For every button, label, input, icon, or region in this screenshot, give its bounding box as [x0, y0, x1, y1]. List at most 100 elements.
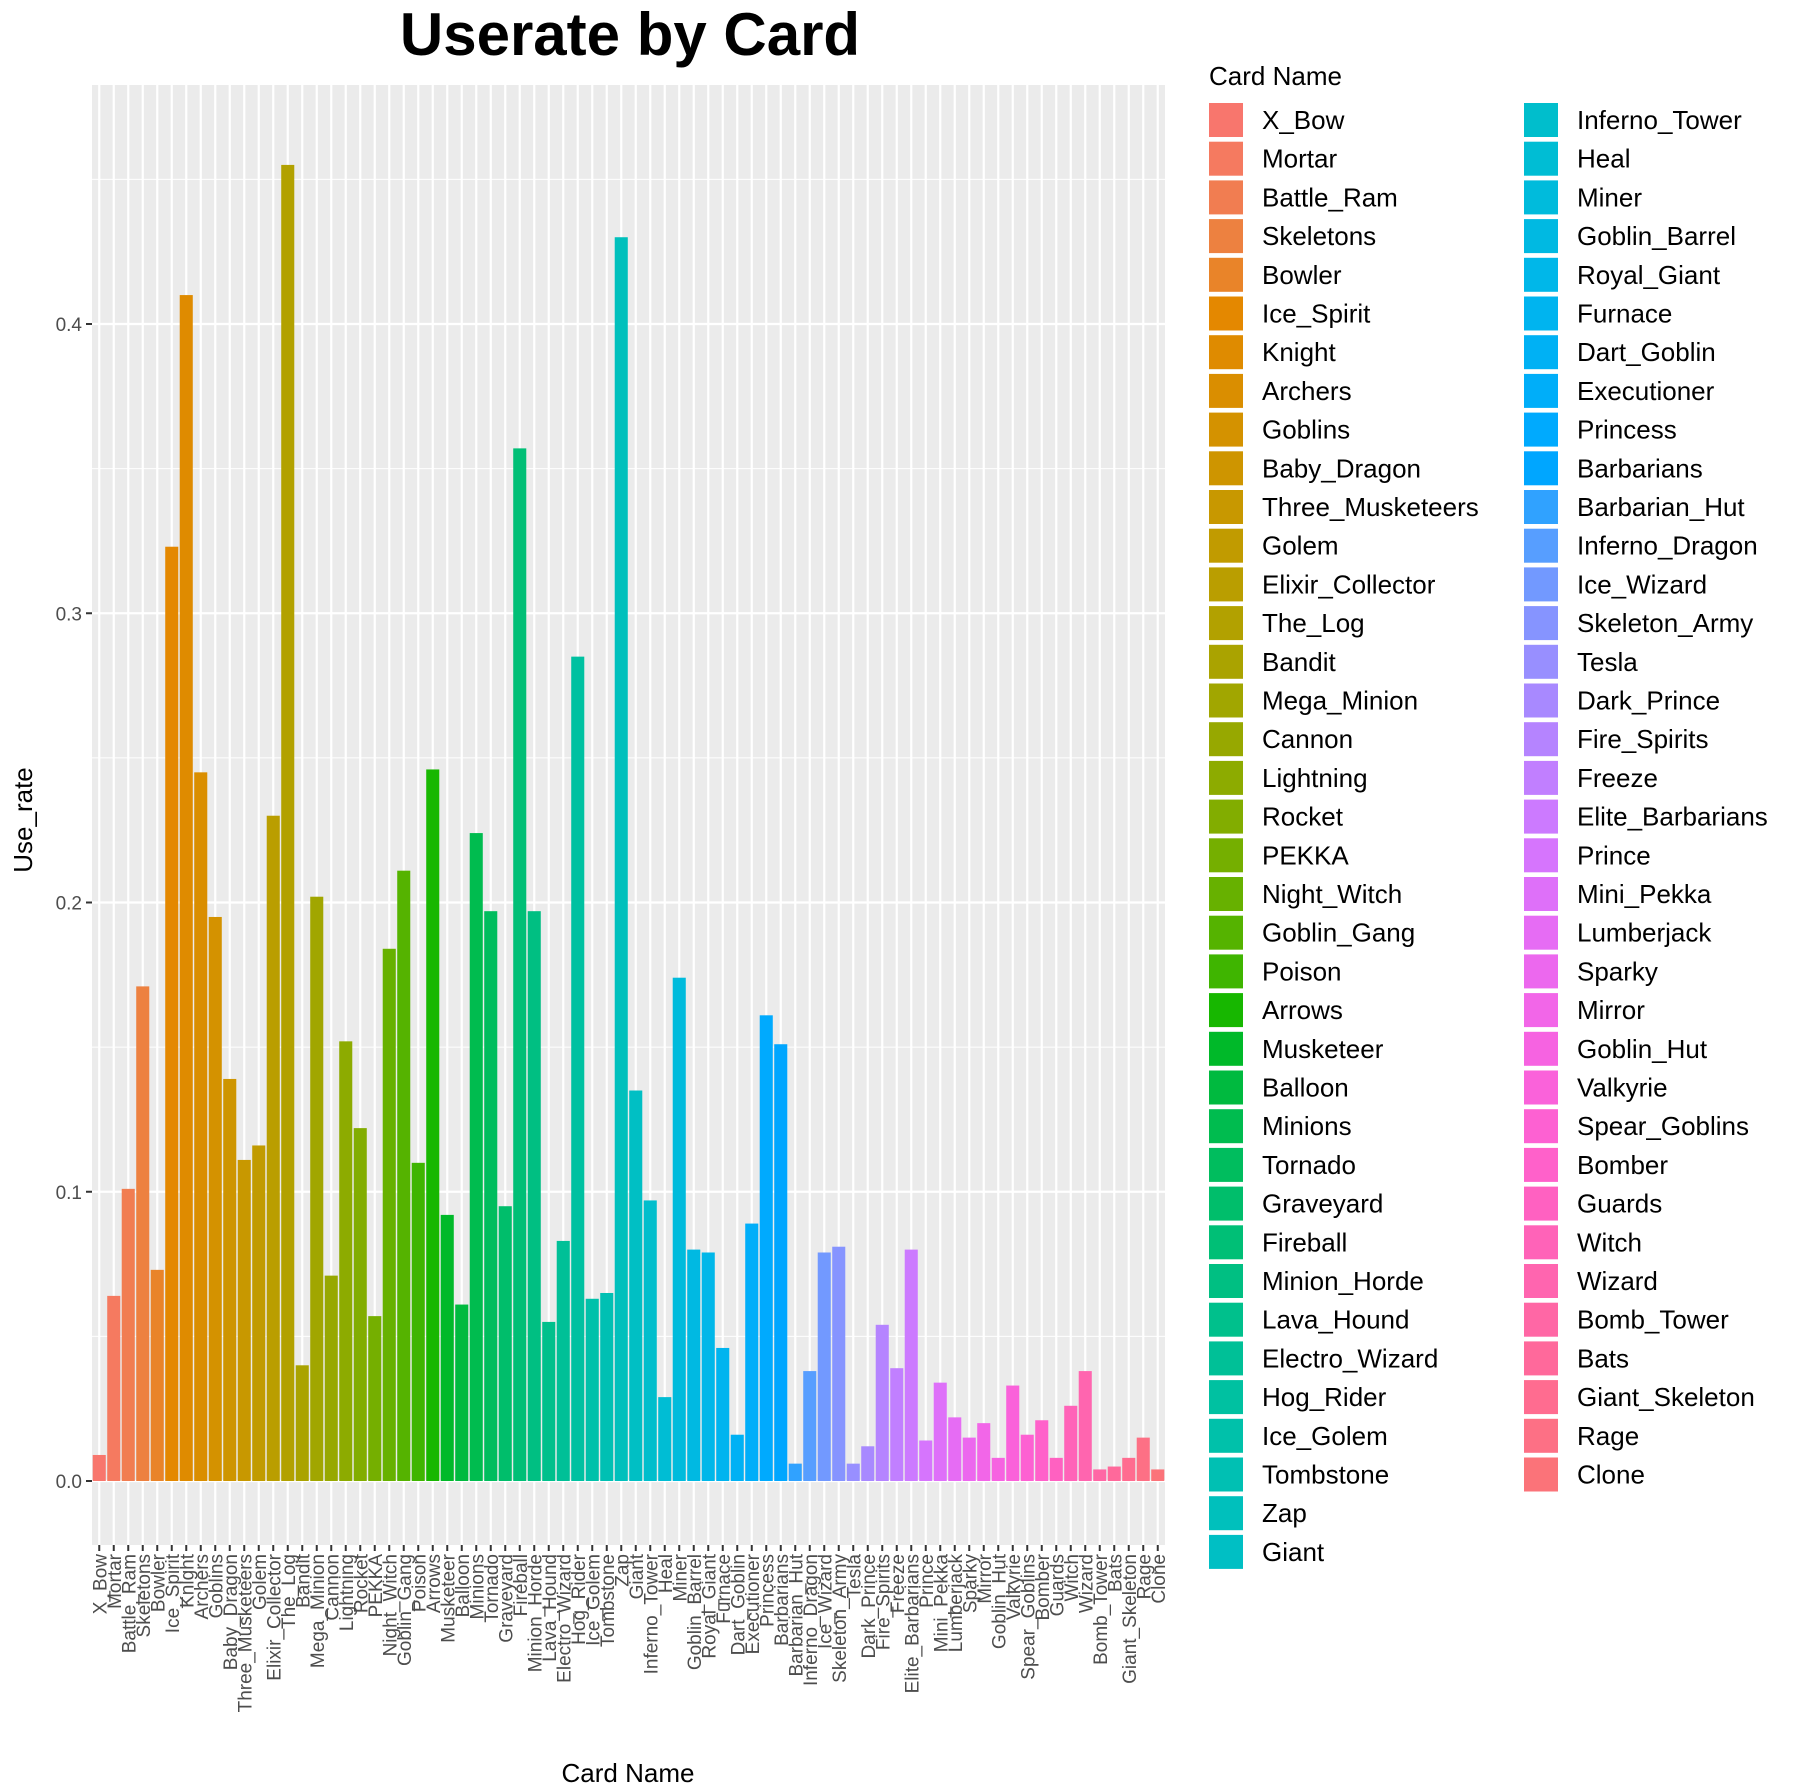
legend-label: Bats: [1577, 1343, 1629, 1373]
legend-swatch: [1524, 180, 1558, 215]
bar-minions: [469, 833, 483, 1481]
x-tick-label: Fire_Spirits: [873, 1554, 894, 1650]
bar-pekka: [368, 1316, 382, 1481]
legend-item: The_Log: [1209, 606, 1365, 641]
legend: X_Bow Mortar Battle_Ram Skeletons Bowler Ice_…: [1209, 103, 1768, 1569]
bar-furnace: [716, 1347, 730, 1481]
legend-item: Archers: [1209, 373, 1352, 408]
bar-musketeer: [440, 1214, 454, 1481]
legend-label: Tornado: [1262, 1150, 1356, 1180]
bar-goblin-gang: [397, 870, 411, 1481]
x-tick-label: Minions: [467, 1554, 488, 1619]
x-tick-label: Mini_Pekka: [931, 1554, 952, 1653]
legend-label: Minion_Horde: [1262, 1266, 1424, 1296]
bar-elite-barbarians: [904, 1249, 918, 1481]
bar-ice-golem: [585, 1298, 599, 1481]
x-tick-label: Musketeer: [438, 1553, 459, 1642]
legend-label: Battle_Ram: [1262, 182, 1398, 212]
legend-swatch: [1209, 838, 1243, 873]
legend-item: Bowler: [1209, 257, 1342, 292]
legend-swatch: [1209, 257, 1243, 292]
legend-label: Baby_Dragon: [1262, 453, 1421, 483]
x-tick-label: Rocket: [351, 1553, 372, 1613]
x-tick-label: Lumberjack: [946, 1554, 967, 1653]
legend-item: Spear_Goblins: [1524, 1109, 1749, 1144]
bar-minion-horde: [527, 911, 541, 1481]
bar-mini-pekka: [933, 1382, 947, 1481]
bar-giant-skeleton: [1122, 1457, 1136, 1481]
bar-wizard: [1078, 1371, 1092, 1481]
x-tick-label: Mirror: [975, 1553, 996, 1603]
legend-label: Three_Musketeers: [1262, 492, 1479, 522]
bar-freeze: [890, 1368, 904, 1481]
legend-label: Arrows: [1262, 995, 1343, 1025]
legend-item: Poison: [1209, 954, 1342, 989]
x-tick-label: Mortar: [105, 1553, 126, 1609]
legend-label: Princess: [1577, 415, 1677, 445]
x-tick-label: Tesla: [844, 1554, 865, 1599]
legend-label: X_Bow: [1262, 105, 1345, 135]
legend-label: PEKKA: [1262, 840, 1349, 870]
x-tick-label: Elite_Barbarians: [902, 1554, 923, 1693]
x-tick-label: Princess: [757, 1554, 778, 1627]
bar-ice-wizard: [817, 1252, 831, 1481]
x-tick-label: Fireball: [511, 1554, 532, 1616]
legend-item: Musketeer: [1209, 1031, 1384, 1066]
legend-swatch: [1209, 954, 1243, 989]
bar-princess: [759, 1015, 773, 1481]
legend-swatch: [1209, 1109, 1243, 1144]
x-tick-label: Ice_Golem: [583, 1554, 604, 1646]
legend-label: The_Log: [1262, 608, 1365, 638]
bar-bomb-tower: [1093, 1469, 1107, 1481]
x-tick-label: Miner: [670, 1553, 691, 1601]
bar-guards: [1049, 1457, 1063, 1481]
x-tick-label: PEKKA: [366, 1554, 387, 1618]
bar-night-witch: [382, 948, 396, 1481]
bar-barbarian-hut: [788, 1463, 802, 1481]
bar-goblin-barrel: [687, 1249, 701, 1481]
legend-item: Rage: [1524, 1418, 1639, 1453]
legend-swatch: [1524, 1109, 1558, 1144]
legend-label: Valkyrie: [1577, 1073, 1668, 1103]
x-tick-label: Freeze: [888, 1554, 909, 1613]
legend-label: Ice_Spirit: [1262, 299, 1371, 329]
bar-mirror: [977, 1423, 991, 1481]
legend-swatch: [1209, 722, 1243, 757]
legend-label: Freeze: [1577, 763, 1658, 793]
bar-three-musketeers: [237, 1159, 251, 1481]
bar-hog-rider: [571, 656, 585, 1481]
legend-swatch: [1209, 606, 1243, 641]
legend-item: Bomb_Tower: [1524, 1302, 1729, 1337]
legend-item: Inferno_Dragon: [1524, 528, 1758, 563]
x-tick-label: Rage: [1134, 1554, 1155, 1599]
legend-item: Ice_Spirit: [1209, 296, 1371, 331]
legend-item: Rocket: [1209, 799, 1344, 834]
legend-swatch: [1524, 412, 1558, 447]
legend-item: Princess: [1524, 412, 1677, 447]
legend-item: Mortar: [1209, 141, 1337, 176]
x-tick-label: Ice_Wizard: [815, 1554, 836, 1649]
x-tick-label: Guards: [1047, 1554, 1068, 1616]
legend-swatch: [1524, 103, 1558, 137]
bar-bandit: [295, 1365, 309, 1481]
x-tick-label: Dark_Prince: [859, 1554, 880, 1659]
legend-title: Card Name: [1209, 61, 1342, 91]
legend-swatch: [1209, 1341, 1243, 1376]
bar-elixir-collector: [266, 815, 280, 1481]
bar-electro-wizard: [556, 1240, 570, 1481]
x-tick-label: Battle_Ram: [119, 1554, 140, 1653]
legend-item: Lumberjack: [1524, 915, 1712, 950]
legend-label: Ice_Golem: [1262, 1421, 1388, 1451]
legend-swatch: [1524, 954, 1558, 989]
legend-item: PEKKA: [1209, 838, 1349, 873]
x-tick-label: Three_Musketeers: [235, 1554, 256, 1712]
legend-swatch: [1524, 1225, 1558, 1260]
bar-inferno-dragon: [803, 1371, 817, 1481]
legend-label: Golem: [1262, 531, 1339, 561]
legend-item: Heal: [1524, 141, 1630, 176]
x-tick-label: Barbarians: [772, 1554, 793, 1646]
legend-item: Three_Musketeers: [1209, 490, 1479, 524]
legend-swatch: [1524, 141, 1558, 176]
legend-swatch: [1524, 528, 1558, 563]
